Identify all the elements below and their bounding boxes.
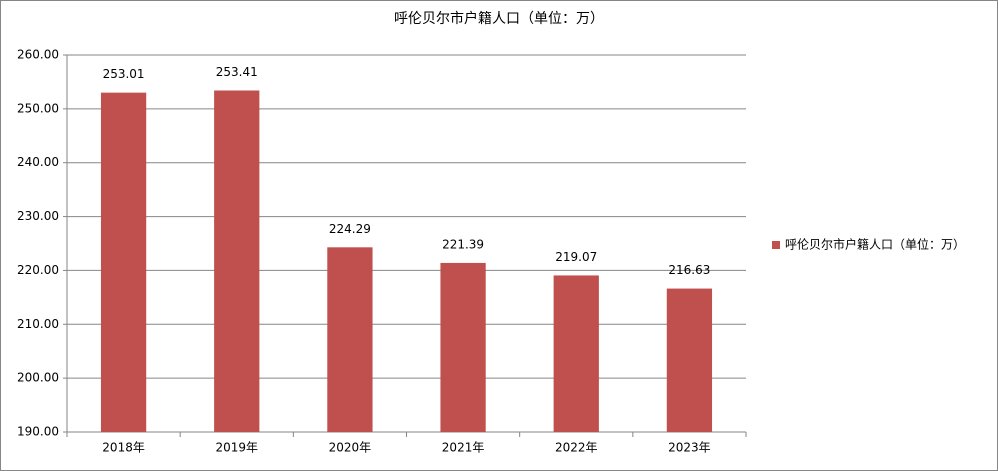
bar [100,92,147,432]
y-tick-label: 190.00 [17,425,59,439]
y-tick-label: 210.00 [17,317,59,331]
x-tick-label: 2020年 [329,441,372,455]
y-tick-label: 220.00 [17,263,59,277]
data-label: 224.29 [329,222,371,236]
x-tick-label: 2021年 [442,441,485,455]
y-tick-label: 240.00 [17,155,59,169]
x-tick-label: 2023年 [668,441,711,455]
legend-swatch [772,241,780,249]
bar [553,275,599,432]
x-tick-label: 2018年 [102,441,145,455]
data-label: 216.63 [668,263,710,277]
y-tick-label: 200.00 [17,371,59,385]
legend-label: 呼伦贝尔市户籍人口（单位：万） [785,237,965,252]
data-label: 253.41 [216,65,258,79]
x-tick-label: 2022年 [555,441,598,455]
bar [440,262,486,432]
chart-title: 呼伦贝尔市户籍人口（单位：万） [394,10,604,27]
data-label: 219.07 [555,250,597,264]
y-tick-label: 250.00 [17,101,59,115]
data-label: 253.01 [103,67,145,81]
bar [214,90,260,433]
bar [666,288,713,432]
y-tick-label: 230.00 [17,209,59,223]
data-label: 221.39 [442,237,484,251]
y-tick-label: 260.00 [17,48,59,62]
x-tick-label: 2019年 [215,441,258,455]
bar [327,247,373,432]
